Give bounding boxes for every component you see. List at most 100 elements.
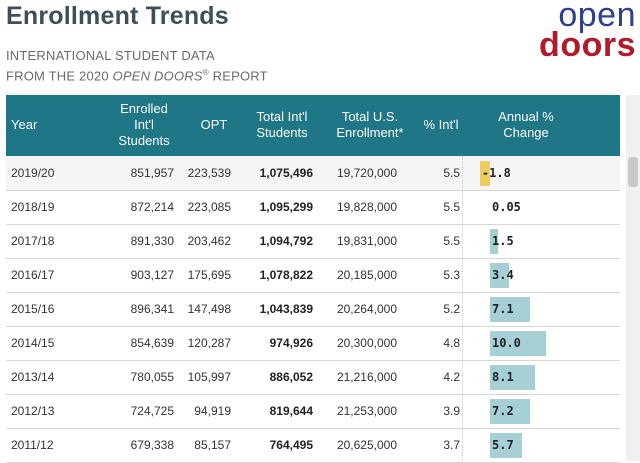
cell-total-us: 20,264,000 xyxy=(336,302,397,316)
change-axis-divider xyxy=(462,190,464,224)
cell-opt: 105,997 xyxy=(187,370,231,384)
column-header-total-intl: Total Int'l Students xyxy=(256,109,308,140)
table-row: 2017/18 891,330 203,462 1,094,792 19,831,000… xyxy=(6,224,620,259)
cell-total-intl: 974,926 xyxy=(269,336,313,350)
table-row: 2014/15 854,639 120,287 974,926 20,300,000 4.… xyxy=(6,326,620,361)
cell-pct-intl: 5.3 xyxy=(443,268,460,282)
change-axis-divider xyxy=(462,360,464,394)
cell-total-us: 19,828,000 xyxy=(336,200,397,214)
cell-total-intl: 819,644 xyxy=(269,404,313,418)
change-axis-divider xyxy=(462,428,464,462)
change-bar xyxy=(479,161,490,186)
change-axis-divider xyxy=(462,156,464,190)
table-row: 2013/14 780,055 105,997 886,052 21,216,000 4.… xyxy=(6,360,620,395)
change-axis-divider xyxy=(462,258,464,292)
cell-year: 2013/14 xyxy=(11,370,55,384)
cell-opt: 147,498 xyxy=(187,302,231,316)
change-bar xyxy=(490,229,499,254)
subtitle-prefix: FROM THE 2020 xyxy=(6,68,113,84)
cell-total-intl: 1,095,299 xyxy=(259,200,313,214)
cell-pct-intl: 4.8 xyxy=(443,336,460,350)
cell-year: 2012/13 xyxy=(11,404,55,418)
cell-year: 2011/12 xyxy=(11,438,54,452)
vertical-scrollbar[interactable] xyxy=(626,95,640,461)
enrollment-table: Year Enrolled Int'l Students OPT Total I… xyxy=(6,95,620,463)
table-row: 2019/20 851,957 223,539 1,075,496 19,720,000… xyxy=(6,156,620,191)
table-header: Year Enrolled Int'l Students OPT Total I… xyxy=(6,95,620,156)
page-title: Enrollment Trends xyxy=(6,2,229,30)
cell-total-us: 19,720,000 xyxy=(336,166,397,180)
cell-enrolled: 854,639 xyxy=(130,336,174,350)
column-header-year: Year xyxy=(11,117,38,132)
change-label: 3.4 xyxy=(492,268,514,282)
cell-total-us: 21,216,000 xyxy=(336,370,397,384)
cell-enrolled: 896,341 xyxy=(130,302,174,316)
cell-pct-intl: 5.5 xyxy=(443,166,460,180)
change-bar xyxy=(490,399,531,424)
cell-year: 2015/16 xyxy=(11,302,55,316)
change-bar xyxy=(490,331,546,356)
cell-enrolled: 903,127 xyxy=(130,268,174,282)
table-row: 2011/12 679,338 85,157 764,495 20,625,000 3.7… xyxy=(6,428,620,463)
cell-opt: 223,539 xyxy=(187,166,231,180)
column-header-opt: OPT xyxy=(200,117,228,132)
change-axis-divider xyxy=(462,224,464,258)
column-header-enrolled: Enrolled Int'l Students xyxy=(118,101,170,148)
cell-opt: 203,462 xyxy=(187,234,231,248)
cell-total-intl: 886,052 xyxy=(269,370,313,384)
scrollbar-thumb[interactable] xyxy=(628,157,638,187)
column-header-annual-change: Annual % Change xyxy=(498,109,554,140)
cell-total-intl: 1,094,792 xyxy=(259,234,313,248)
cell-total-us: 20,185,000 xyxy=(336,268,397,282)
cell-total-us: 20,625,000 xyxy=(336,438,397,452)
cell-enrolled: 724,725 xyxy=(130,404,174,418)
cell-total-us: 21,253,000 xyxy=(336,404,397,418)
change-bar xyxy=(490,365,536,390)
cell-year: 2017/18 xyxy=(11,234,55,248)
table-row: 2016/17 903,127 175,695 1,078,822 20,185,000… xyxy=(6,258,620,293)
open-doors-logo: open doors xyxy=(526,0,636,62)
change-label: 5.7 xyxy=(492,438,514,452)
change-label: 7.1 xyxy=(492,302,514,316)
change-label: 7.2 xyxy=(492,404,514,418)
logo-line-open: open xyxy=(558,0,636,34)
change-label: 10.0 xyxy=(492,336,521,350)
change-label: 0.05 xyxy=(492,200,521,214)
change-bar xyxy=(490,297,530,322)
logo-line-doors: doors xyxy=(539,26,636,64)
change-axis-divider xyxy=(462,394,464,428)
change-axis-divider xyxy=(462,292,464,326)
cell-year: 2016/17 xyxy=(11,268,55,282)
cell-year: 2018/19 xyxy=(11,200,55,214)
cell-opt: 94,919 xyxy=(194,404,231,418)
cell-enrolled: 679,338 xyxy=(130,438,174,452)
change-label: -1.8 xyxy=(481,166,511,180)
cell-total-intl: 1,043,839 xyxy=(259,302,313,316)
cell-pct-intl: 3.9 xyxy=(443,404,460,418)
cell-pct-intl: 4.2 xyxy=(443,370,460,384)
page-subtitle: INTERNATIONAL STUDENT DATA FROM THE 2020… xyxy=(6,47,268,84)
cell-enrolled: 891,330 xyxy=(130,234,174,248)
subtitle-report-name: OPEN DOORS xyxy=(112,68,203,84)
change-axis-divider xyxy=(462,326,464,360)
cell-total-us: 19,831,000 xyxy=(336,234,397,248)
cell-pct-intl: 3.7 xyxy=(443,438,460,452)
cell-enrolled: 851,957 xyxy=(130,166,174,180)
subtitle-registered-mark: ® xyxy=(202,68,209,77)
change-label: 1.5 xyxy=(492,234,514,248)
change-bar xyxy=(490,263,510,288)
cell-pct-intl: 5.5 xyxy=(443,200,460,214)
cell-enrolled: 780,055 xyxy=(130,370,174,384)
cell-opt: 120,287 xyxy=(187,336,231,350)
table-row: 2018/19 872,214 223,085 1,095,299 19,828,000… xyxy=(6,190,620,225)
cell-total-us: 20,300,000 xyxy=(336,336,397,350)
cell-opt: 223,085 xyxy=(187,200,231,214)
column-header-pct-intl: % Int'l xyxy=(423,117,459,132)
table-row: 2015/16 896,341 147,498 1,043,839 20,264,000… xyxy=(6,292,620,327)
change-bar xyxy=(490,433,522,458)
cell-year: 2014/15 xyxy=(11,336,55,350)
cell-opt: 85,157 xyxy=(194,438,231,452)
cell-year: 2019/20 xyxy=(11,166,55,180)
cell-total-intl: 1,075,496 xyxy=(259,166,313,180)
table-row: 2012/13 724,725 94,919 819,644 21,253,000 3.9… xyxy=(6,394,620,429)
